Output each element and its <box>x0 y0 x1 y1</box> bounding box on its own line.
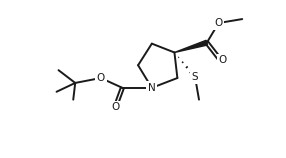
Text: O: O <box>214 18 223 28</box>
Text: S: S <box>192 72 198 82</box>
Text: O: O <box>111 103 120 112</box>
Text: N: N <box>148 83 156 93</box>
Text: O: O <box>97 73 105 83</box>
Polygon shape <box>174 40 208 52</box>
Text: O: O <box>219 55 227 65</box>
